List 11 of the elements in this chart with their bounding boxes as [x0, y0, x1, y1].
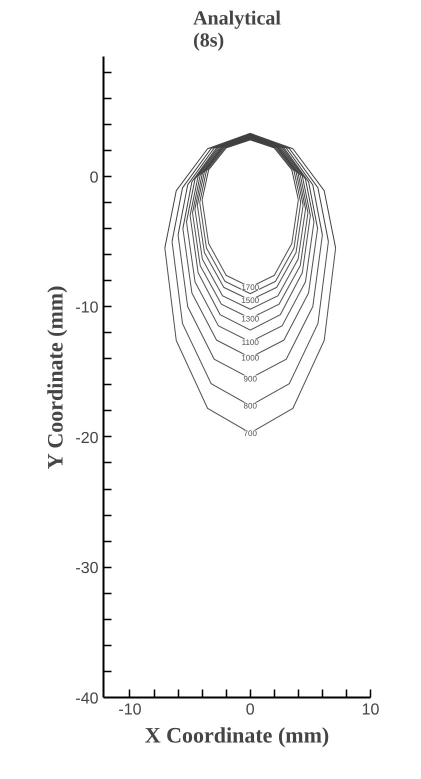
- y-tick-label: -20: [75, 430, 99, 447]
- y-tick-label: -40: [75, 690, 99, 708]
- x-axis-title: X Coordinate (mm): [144, 722, 330, 748]
- x-tick-label: -10: [118, 702, 142, 718]
- y-tick-label: 0: [90, 169, 99, 186]
- x-tick-label: 0: [246, 702, 255, 718]
- y-axis-title: Y Coordinate (mm): [42, 286, 68, 470]
- chart-title: Analytical (8s): [193, 8, 282, 52]
- y-tick-label: -30: [75, 560, 99, 578]
- y-tick-label: -10: [75, 300, 99, 317]
- x-tick-label: 10: [362, 702, 380, 718]
